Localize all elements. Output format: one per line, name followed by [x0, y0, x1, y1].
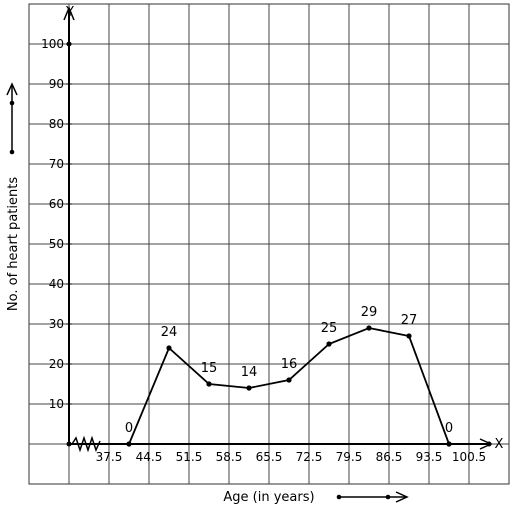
y-tick-label: 30: [49, 317, 64, 331]
y-tick-label: 50: [49, 237, 64, 251]
x-axis-letter: X: [495, 437, 504, 452]
data-point: [286, 377, 292, 383]
y-tick-label: 60: [49, 197, 64, 211]
data-label: 25: [321, 321, 338, 336]
x-tick-label: 100.5: [452, 450, 486, 464]
x-label-arrow-dot: [336, 494, 342, 500]
data-label: 0: [125, 421, 133, 436]
series: [126, 325, 452, 447]
data-point: [406, 333, 412, 339]
y-label-arrow-dot: [9, 149, 15, 155]
y-tick-label: 90: [49, 77, 64, 91]
data-label: 27: [401, 313, 418, 328]
x-axis-end-point: [486, 441, 492, 447]
y-label-arrowhead: [6, 82, 18, 96]
x-tick-label: 72.5: [296, 450, 323, 464]
x-label-arrow-dot: [385, 494, 391, 500]
y-tick-label: 10: [49, 397, 64, 411]
data-label: 0: [445, 421, 453, 436]
origin-point: [66, 441, 72, 447]
y-tick-label: 40: [49, 277, 64, 291]
data-label: 29: [361, 305, 378, 320]
axis-break-zigzag: [71, 435, 101, 453]
x-tick-label: 44.5: [136, 450, 163, 464]
y-axis-arrowhead: [63, 6, 75, 21]
x-tick-label: 51.5: [176, 450, 203, 464]
y-tick-label: 80: [49, 117, 64, 131]
data-point: [366, 325, 372, 331]
data-labels: 0 24 15 14 16 25 29 27 0: [125, 305, 453, 436]
data-point: [446, 441, 452, 447]
x-label-arrowhead: [395, 491, 409, 503]
y-label-arrow-dot: [9, 100, 15, 106]
data-point: [206, 381, 212, 387]
axes: [63, 6, 493, 453]
x-tick-label: 86.5: [376, 450, 403, 464]
series-line: [128, 327, 450, 445]
y-tick-label: 70: [49, 157, 64, 171]
y-axis-label: No. of heart patients: [6, 177, 21, 311]
data-label: 24: [161, 325, 178, 340]
y-tick-label: 100: [41, 37, 64, 51]
x-tick-label: 79.5: [336, 450, 363, 464]
data-point: [246, 385, 252, 391]
data-point: [326, 341, 332, 347]
y-tick-label: 20: [49, 357, 64, 371]
data-label: 15: [201, 361, 218, 376]
tick-labels: 10 20 30 40 50 60 70 80 90 100 37.5 44.5 51.5 58.5 65.…: [41, 37, 486, 464]
x-tick-label: 65.5: [256, 450, 283, 464]
axis-arrows: [6, 82, 409, 503]
data-point: [126, 441, 132, 447]
data-label: 16: [281, 357, 298, 372]
data-point: [166, 345, 172, 351]
x-tick-label: 37.5: [96, 450, 123, 464]
y-axis-letter: Y: [65, 5, 74, 20]
data-label: 14: [241, 365, 258, 380]
x-tick-label: 93.5: [416, 450, 443, 464]
x-tick-label: 58.5: [216, 450, 243, 464]
x-axis-label: Age (in years): [223, 490, 314, 505]
